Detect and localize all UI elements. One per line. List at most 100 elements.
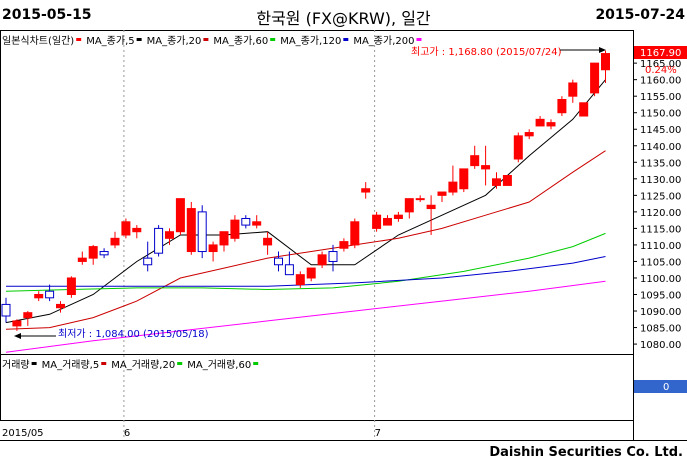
legend-marker	[343, 38, 349, 41]
candle-up	[393, 214, 403, 219]
candle-up	[470, 155, 480, 167]
candle-up	[590, 62, 600, 94]
candle-up	[339, 241, 349, 249]
y-tick-label: 1125.00	[640, 191, 681, 202]
footer-copyright: Daishin Securities Co. Ltd.	[489, 445, 683, 460]
volume-value-label: 0	[663, 382, 669, 393]
volume-legend-label: MA_거래량,5	[42, 359, 100, 371]
candle-up	[186, 208, 196, 253]
candle-up	[66, 277, 76, 296]
candle-up	[459, 168, 469, 190]
candle-up	[306, 267, 316, 279]
legend-label: MA_종가,5	[86, 35, 134, 47]
candle-up	[295, 274, 305, 286]
candle-up	[502, 175, 512, 186]
y-tick-label: 1160.00	[640, 76, 681, 87]
legend-label: MA_종가,20	[147, 35, 202, 47]
legend-marker	[416, 38, 422, 41]
x-tick-label: 2015/05	[2, 428, 44, 439]
candle-up	[372, 214, 382, 229]
legend-label: MA_종가,60	[213, 35, 268, 47]
y-tick-label: 1090.00	[640, 307, 681, 318]
chart-title: 한국원 (FX@KRW), 일간	[256, 9, 431, 28]
candle-up	[23, 312, 33, 319]
candle-up	[12, 320, 22, 327]
legend-label: MA_종가,120	[280, 35, 341, 47]
candle-up	[524, 132, 534, 137]
y-tick-label: 1155.00	[640, 92, 681, 103]
candle-up	[263, 237, 273, 246]
candle-up	[513, 135, 523, 160]
candle-down	[197, 211, 207, 253]
candle-up	[317, 254, 327, 266]
ma-line-3	[6, 256, 606, 287]
candle-up	[88, 246, 98, 259]
candle-up	[110, 237, 120, 246]
candle-down	[45, 290, 55, 299]
candle-down	[1, 303, 11, 317]
candle-up	[404, 198, 414, 213]
candle-up	[426, 204, 436, 210]
candle-up	[557, 98, 567, 114]
candle-down	[274, 257, 283, 266]
legend-marker	[76, 38, 82, 41]
volume-value-box	[634, 380, 687, 393]
x-tick-label: 7	[375, 428, 381, 439]
candle-down	[154, 227, 164, 254]
candle-up	[350, 221, 360, 246]
candle-up	[56, 303, 65, 309]
candle-down	[143, 257, 153, 266]
candle-down	[99, 251, 109, 256]
y-tick-label: 1095.00	[640, 291, 681, 302]
max-arrow-head	[599, 47, 606, 53]
min-price-label: 최저가 : 1,084.00 (2015/05/18)	[58, 328, 209, 340]
y-tick-label: 1120.00	[640, 208, 681, 219]
ma-line-1	[5, 150, 606, 330]
candle-up	[121, 221, 131, 236]
max-price-label: 최고가 : 1,168.80 (2015/07/24)	[411, 46, 562, 58]
legend-marker	[270, 38, 276, 41]
candle-up	[579, 102, 589, 117]
end-date: 2015-07-24	[595, 7, 685, 23]
candle-up	[77, 257, 87, 262]
legend-label: MA_종가,200	[353, 35, 414, 47]
candle-down	[328, 251, 338, 262]
ma-line-2	[5, 232, 606, 292]
candle-up	[568, 82, 578, 97]
legend-marker	[203, 38, 209, 41]
y-tick-label: 1140.00	[640, 142, 681, 153]
volume-legend-label: MA_거래량,20	[111, 359, 175, 371]
candle-up	[361, 188, 371, 193]
y-tick-label: 1130.00	[640, 175, 681, 186]
volume-legend-label: 거래량	[2, 359, 30, 371]
ma-line-0	[5, 79, 606, 324]
candle-up	[601, 53, 610, 71]
candle-up	[546, 122, 556, 127]
y-tick-label: 1080.00	[640, 340, 681, 351]
legend-marker	[136, 38, 142, 41]
candle-up	[34, 294, 44, 299]
candle-down	[284, 264, 294, 276]
volume-legend-marker	[253, 362, 259, 365]
min-arrow-head	[14, 333, 21, 339]
candle-up	[219, 231, 229, 246]
chart-header: 2015-05-15 한국원 (FX@KRW), 일간 2015-07-24	[0, 0, 687, 30]
candle-up	[252, 221, 262, 226]
y-tick-label: 1145.00	[640, 125, 681, 136]
volume-legend-marker	[31, 362, 37, 365]
candle-up	[208, 244, 218, 253]
candle-up	[383, 217, 392, 226]
candle-up	[535, 118, 545, 127]
y-tick-label: 1105.00	[640, 257, 681, 268]
y-tick-label: 1100.00	[640, 274, 681, 285]
x-tick-label: 6	[124, 428, 130, 439]
y-tick-label: 1165.00	[640, 59, 681, 70]
y-tick-label: 1115.00	[640, 224, 681, 235]
candle-up	[165, 231, 174, 239]
last-price-label: 1167.90	[640, 48, 681, 59]
volume-legend-marker	[177, 362, 183, 365]
legend-label: 일본식차트(일간)	[2, 35, 74, 47]
candle-up	[437, 191, 447, 196]
last-price-box	[634, 46, 687, 59]
